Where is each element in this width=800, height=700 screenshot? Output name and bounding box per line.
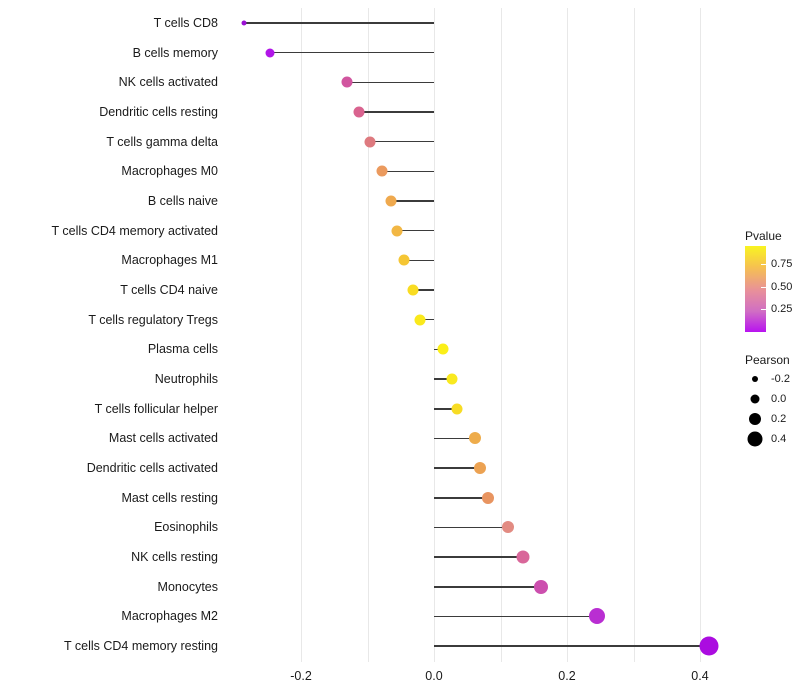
lollipop-stem [434, 496, 488, 499]
y-axis-tick-label: Macrophages M2 [121, 609, 218, 624]
y-axis-tick-label: Plasma cells [147, 342, 218, 357]
lollipop-point [398, 254, 410, 266]
lollipop-stem [370, 140, 434, 143]
lollipop-point [481, 491, 494, 504]
pearson-legend-dot [750, 394, 760, 404]
lollipop-stem [434, 585, 542, 588]
y-axis-tick-label: Macrophages M1 [121, 253, 218, 268]
y-axis-tick-label: T cells CD4 memory activated [51, 223, 219, 238]
lollipop-point [364, 136, 376, 148]
lollipop-point [341, 76, 353, 88]
gridline [434, 8, 435, 662]
y-axis-tick-label: Macrophages M0 [121, 164, 218, 179]
lollipop-stem [358, 111, 434, 113]
lollipop-point [376, 165, 388, 177]
pearson-legend-dot [752, 376, 758, 382]
pearson-legend-dot [749, 413, 761, 425]
lollipop-point [451, 403, 463, 415]
x-axis-tick-label: -0.2 [290, 669, 312, 683]
lollipop-point [385, 195, 397, 207]
pvalue-colorbar [745, 246, 766, 332]
colorbar-tick-mark [761, 264, 766, 266]
lollipop-point [391, 225, 403, 237]
y-axis-tick-label: T cells CD4 naive [120, 282, 218, 297]
lollipop-stem [412, 289, 434, 291]
lollipop-stem [346, 81, 434, 84]
pearson-legend-label: 0.4 [771, 433, 787, 445]
lollipop-stem [434, 467, 480, 469]
lollipop-stem [434, 378, 452, 380]
y-axis-tick-label: Dendritic cells resting [99, 104, 218, 119]
lollipop-stem [434, 645, 709, 647]
lollipop-point [414, 314, 426, 326]
lollipop-point [516, 550, 530, 564]
lollipop-stem [434, 407, 458, 410]
gridline [633, 8, 635, 662]
lollipop-stem [434, 556, 524, 558]
pvalue-legend-title: Pvalue [745, 229, 782, 243]
lollipop-stem [396, 229, 434, 232]
lollipop-point [446, 373, 458, 385]
colorbar-tick-label: 0.50 [771, 280, 793, 293]
lollipop-point [437, 343, 449, 355]
y-axis-tick-label: T cells regulatory Tregs [88, 312, 218, 327]
lollipop-point [473, 462, 486, 475]
y-axis-tick-label: B cells memory [132, 45, 218, 60]
lollipop-point [241, 20, 247, 26]
lollipop-stem [390, 200, 434, 202]
colorbar-tick-mark [761, 309, 766, 311]
pearson-legend-dot [747, 431, 763, 447]
y-axis-tick-label: Mast cells resting [121, 490, 218, 505]
gridline [301, 8, 302, 662]
lollipop-stem [434, 615, 597, 618]
lollipop-stem [434, 437, 476, 440]
lollipop-point [501, 521, 514, 534]
lollipop-stem [244, 22, 434, 24]
lollipop-point [407, 284, 419, 296]
lollipop-point [699, 636, 719, 656]
pearson-legend-title: Pearson [745, 353, 790, 367]
y-axis-tick-label: Neutrophils [154, 371, 218, 386]
lollipop-stem [269, 51, 434, 54]
lollipop-point [265, 48, 275, 58]
gridline [700, 8, 701, 662]
y-axis-tick-label: NK cells resting [131, 549, 218, 564]
y-axis-tick-label: T cells gamma delta [106, 134, 218, 149]
x-axis-tick-label: 0.0 [425, 669, 443, 683]
y-axis-tick-label: Dendritic cells activated [86, 460, 218, 475]
lollipop-point [534, 579, 549, 594]
y-axis-tick-label: B cells naive [147, 193, 218, 208]
gridline [500, 8, 502, 662]
y-axis-tick-label: T cells CD8 [153, 15, 218, 30]
y-axis-tick-label: T cells CD4 memory resting [64, 638, 218, 653]
lollipop-point [353, 106, 365, 118]
lollipop-stem [420, 318, 434, 321]
gridline [367, 8, 369, 662]
x-axis-tick-label: 0.4 [691, 669, 709, 683]
y-axis-tick-label: Eosinophils [154, 520, 218, 535]
pearson-legend-label: 0.0 [771, 393, 787, 405]
pearson-legend-label: 0.2 [771, 413, 787, 425]
colorbar-tick-mark [761, 286, 766, 288]
lollipop-stem [404, 259, 434, 262]
y-axis-tick-label: T cells follicular helper [94, 401, 218, 416]
colorbar-tick-label: 0.75 [771, 258, 793, 271]
x-axis-tick-label: 0.2 [558, 669, 576, 683]
y-axis-tick-label: Mast cells activated [108, 431, 218, 446]
pearson-legend-label: -0.2 [771, 373, 790, 385]
y-axis-tick-label: Monocytes [157, 579, 218, 594]
lollipop-point [588, 608, 605, 625]
lollipop-stem [434, 526, 508, 529]
lollipop-stem [382, 170, 434, 173]
y-axis-tick-label: NK cells activated [118, 75, 218, 90]
gridline [567, 8, 568, 662]
colorbar-tick-label: 0.25 [771, 303, 793, 316]
lollipop-point [469, 432, 482, 445]
